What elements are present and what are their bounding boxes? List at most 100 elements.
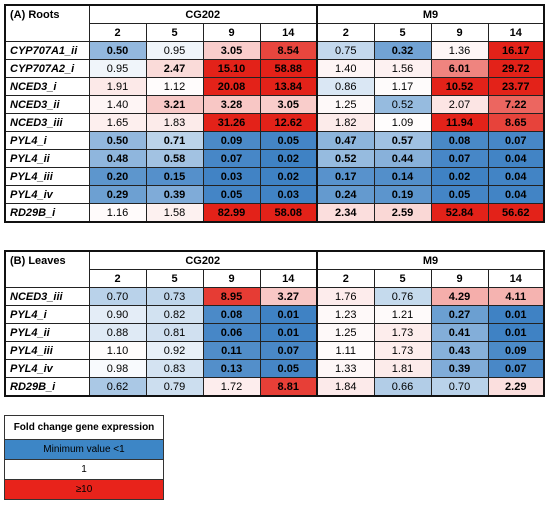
leaves-heatmap-table: (B) Leaves CG202 M9 2 5 9 14 2 5 9 14 NCED3_iii 0.70… <box>4 250 545 397</box>
gene-label: PYL4_i <box>4 131 90 150</box>
heatmap-cell: 1.25 <box>316 323 375 342</box>
day-header: 9 <box>202 269 261 288</box>
heatmap-cell: 0.08 <box>202 305 261 324</box>
table-row: PYL4_iii 0.20 0.15 0.03 0.02 0.17 0.14 0.02 0.04 <box>4 167 545 186</box>
day-header: 9 <box>202 23 261 42</box>
heatmap-cell: 0.05 <box>202 185 261 204</box>
heatmap-cell: 0.82 <box>145 305 204 324</box>
table-row: PYL4_i 0.90 0.82 0.08 0.01 1.23 1.21 0.27 0.01 <box>4 305 545 324</box>
table-row: PYL4_ii 0.48 0.58 0.07 0.02 0.52 0.44 0.07 0.04 <box>4 149 545 168</box>
heatmap-cell: 1.65 <box>88 113 147 132</box>
day-header: 14 <box>259 23 318 42</box>
roots-heatmap-table: (A) Roots CG202 M9 2 5 9 14 2 5 9 14 CYP707A1_ii 0.5… <box>4 4 545 223</box>
heatmap-cell: 0.07 <box>487 131 545 150</box>
gene-label: NCED3_ii <box>4 95 90 114</box>
table-row: CYP707A1_ii 0.50 0.95 3.05 8.54 0.75 0.32 1.36 1… <box>4 41 545 60</box>
heatmap-cell: 0.08 <box>430 131 489 150</box>
panel-label: (A) Roots <box>4 4 90 42</box>
heatmap-cell: 0.04 <box>487 167 545 186</box>
heatmap-cell: 0.20 <box>88 167 147 186</box>
heatmap-cell: 3.21 <box>145 95 204 114</box>
heatmap-cell: 0.48 <box>88 149 147 168</box>
heatmap-cell: 8.54 <box>259 41 318 60</box>
heatmap-cell: 6.01 <box>430 59 489 78</box>
heatmap-cell: 0.52 <box>373 95 432 114</box>
heatmap-cell: 0.57 <box>373 131 432 150</box>
heatmap-cell: 0.73 <box>145 287 204 306</box>
heatmap-cell: 1.81 <box>373 359 432 378</box>
heatmap-cell: 1.10 <box>88 341 147 360</box>
day-header-row: 2 5 9 14 2 5 9 14 <box>5 23 545 42</box>
gene-label: PYL4_iv <box>4 185 90 204</box>
gene-label: PYL4_iii <box>4 341 90 360</box>
heatmap-cell: 0.41 <box>430 323 489 342</box>
heatmap-cell: 29.72 <box>487 59 545 78</box>
day-header: 2 <box>316 269 375 288</box>
day-header: 14 <box>259 269 318 288</box>
heatmap-cell: 58.08 <box>259 203 318 223</box>
heatmap-cell: 0.07 <box>259 341 318 360</box>
group-header-row: (B) Leaves CG202 M9 <box>4 250 545 288</box>
heatmap-cell: 0.09 <box>487 341 545 360</box>
heatmap-cell: 0.58 <box>145 149 204 168</box>
gene-label: RD29B_i <box>4 203 90 223</box>
heatmap-cell: 0.98 <box>88 359 147 378</box>
day-header: 5 <box>145 269 204 288</box>
day-header: 14 <box>487 269 545 288</box>
heatmap-cell: 0.19 <box>373 185 432 204</box>
heatmap-cell: 1.40 <box>88 95 147 114</box>
heatmap-cell: 0.05 <box>259 359 318 378</box>
heatmap-cell: 0.02 <box>259 149 318 168</box>
heatmap-cell: 2.34 <box>316 203 375 223</box>
heatmap-cell: 0.88 <box>88 323 147 342</box>
table-row: CYP707A2_i 0.95 2.47 15.10 58.88 1.40 1.56 6.01… <box>4 59 545 78</box>
heatmap-cell: 0.13 <box>202 359 261 378</box>
table-row: PYL4_iii 1.10 0.92 0.11 0.07 1.11 1.73 0.43 0.09 <box>4 341 545 360</box>
gene-label: RD29B_i <box>4 377 90 397</box>
day-header: 2 <box>88 23 147 42</box>
table-row: RD29B_i 0.62 0.79 1.72 8.81 1.84 0.66 0.70 2.29 <box>4 377 545 397</box>
heatmap-cell: 31.26 <box>202 113 261 132</box>
heatmap-cell: 0.95 <box>88 59 147 78</box>
heatmap-cell: 1.72 <box>202 377 261 397</box>
heatmap-cell: 2.07 <box>430 95 489 114</box>
heatmap-cell: 8.81 <box>259 377 318 397</box>
table-row: PYL4_i 0.50 0.71 0.09 0.05 0.47 0.57 0.08 0.07 <box>4 131 545 150</box>
heatmap-cell: 58.88 <box>259 59 318 78</box>
heatmap-cell: 0.71 <box>145 131 204 150</box>
heatmap-cell: 0.02 <box>259 167 318 186</box>
gene-label: NCED3_i <box>4 77 90 96</box>
heatmap-cell: 1.23 <box>316 305 375 324</box>
heatmap-cell: 0.47 <box>316 131 375 150</box>
heatmap-cell: 1.21 <box>373 305 432 324</box>
heatmap-cell: 0.92 <box>145 341 204 360</box>
heatmap-cell: 0.05 <box>430 185 489 204</box>
heatmap-cell: 0.62 <box>88 377 147 397</box>
heatmap-cell: 0.81 <box>145 323 204 342</box>
heatmap-cell: 1.73 <box>373 341 432 360</box>
heatmap-cell: 0.06 <box>202 323 261 342</box>
heatmap-cell: 0.14 <box>373 167 432 186</box>
day-header: 2 <box>316 23 375 42</box>
heatmap-cell: 1.09 <box>373 113 432 132</box>
heatmap-cell: 0.50 <box>88 131 147 150</box>
table-row: PYL4_ii 0.88 0.81 0.06 0.01 1.25 1.73 0.41 0.01 <box>4 323 545 342</box>
heatmap-cell: 3.27 <box>259 287 318 306</box>
heatmap-cell: 12.62 <box>259 113 318 132</box>
heatmap-cell: 0.03 <box>202 167 261 186</box>
heatmap-cell: 23.77 <box>487 77 545 96</box>
heatmap-cell: 1.83 <box>145 113 204 132</box>
heatmap-cell: 0.52 <box>316 149 375 168</box>
day-header: 5 <box>373 23 432 42</box>
color-legend: Fold change gene expression Minimum valu… <box>4 415 164 500</box>
day-header: 2 <box>88 269 147 288</box>
heatmap-cell: 0.76 <box>373 287 432 306</box>
heatmap-cell: 0.09 <box>202 131 261 150</box>
heatmap-cell: 0.05 <box>259 131 318 150</box>
heatmap-cell: 2.59 <box>373 203 432 223</box>
heatmap-cell: 0.43 <box>430 341 489 360</box>
heatmap-cell: 1.17 <box>373 77 432 96</box>
heatmap-cell: 0.01 <box>487 305 545 324</box>
heatmap-cell: 0.24 <box>316 185 375 204</box>
heatmap-cell: 8.65 <box>487 113 545 132</box>
